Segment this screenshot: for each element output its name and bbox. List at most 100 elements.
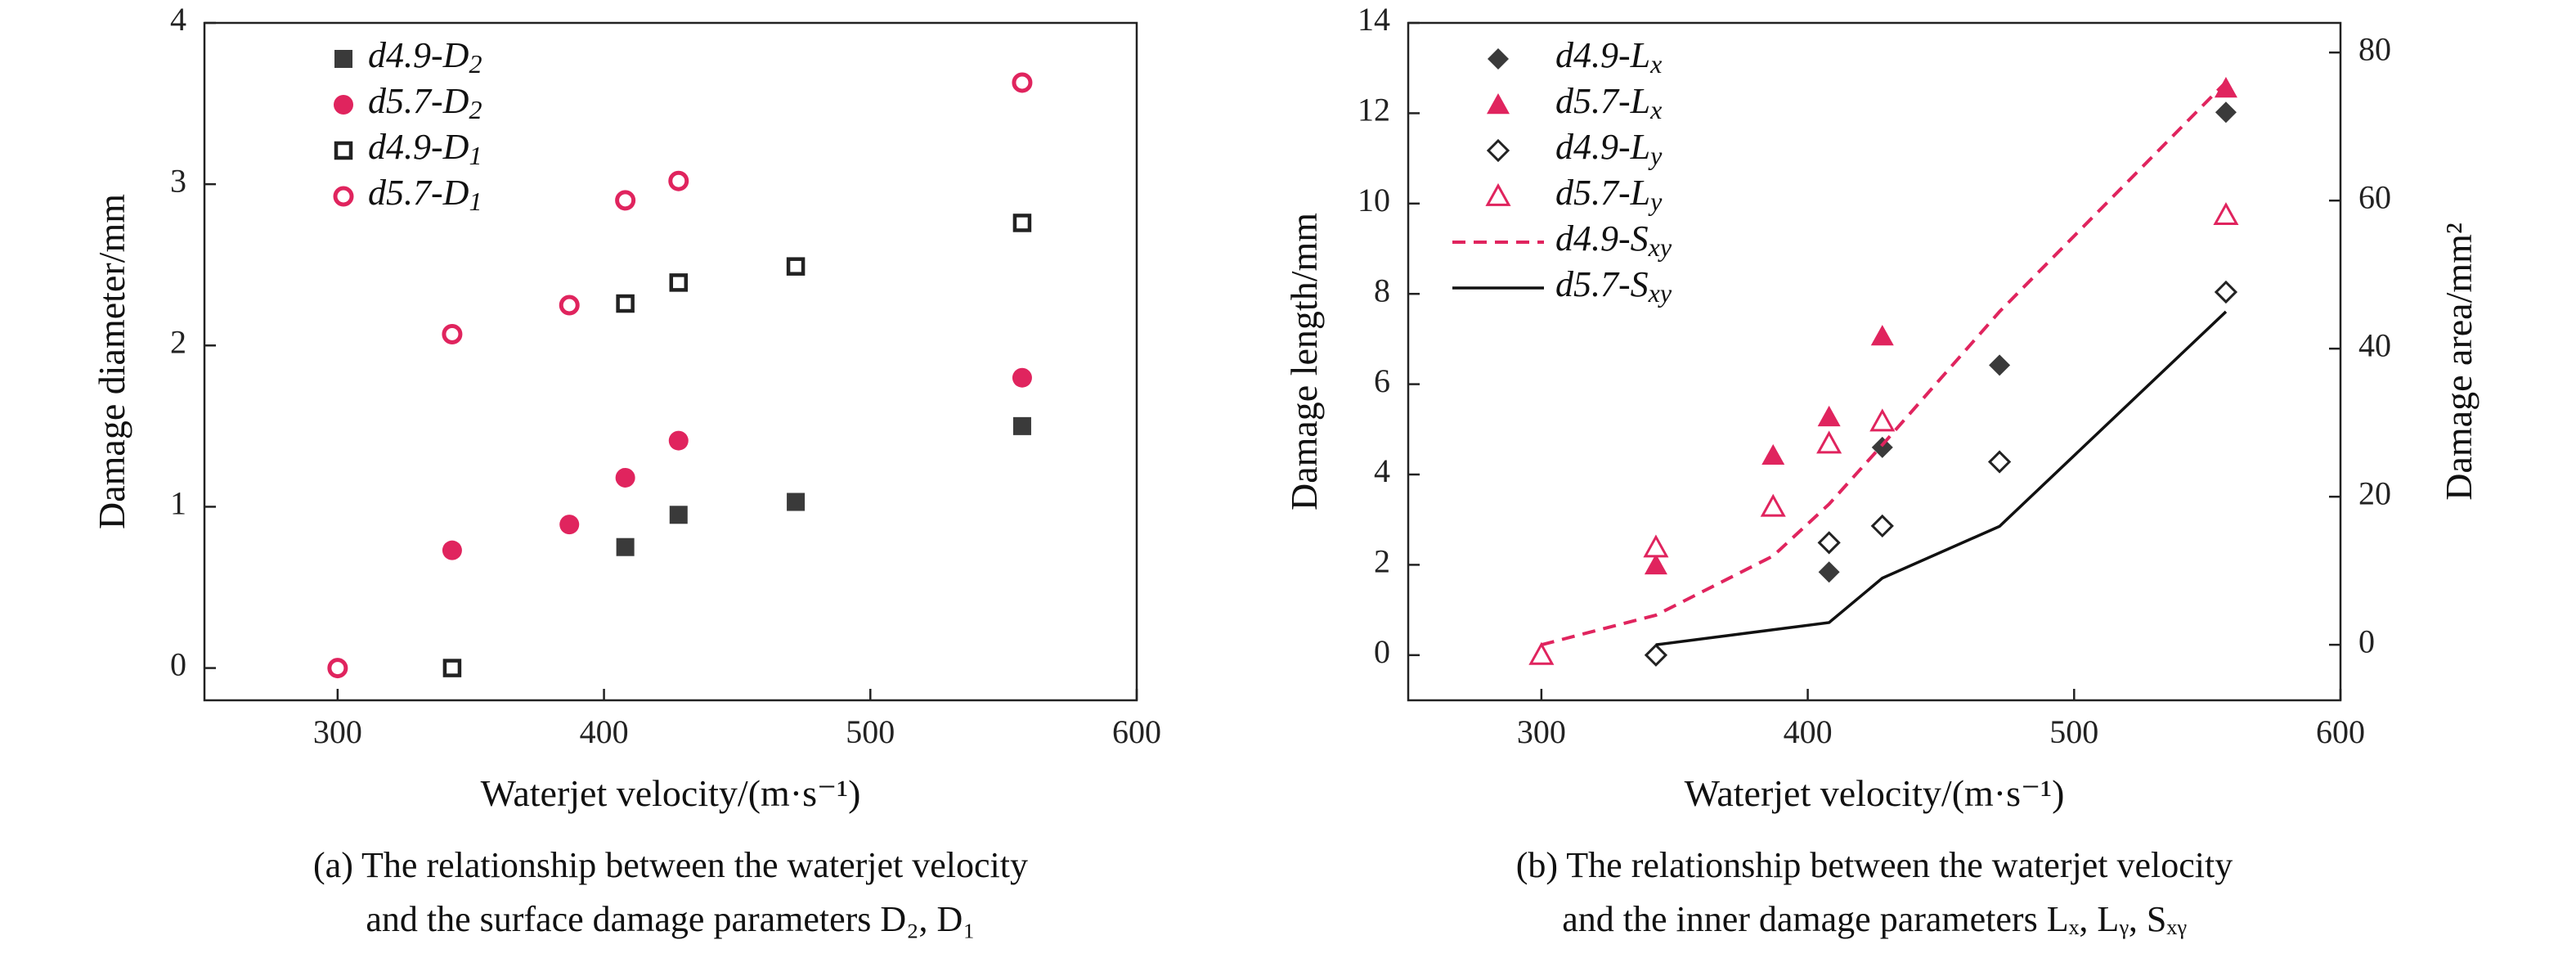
data-point-s3-2 — [1760, 493, 1786, 517]
data-point-s2-2 — [1870, 514, 1894, 538]
data-point-s2-3 — [1987, 450, 2012, 474]
panel-b-x-axis-label: Waterjet velocity/(m·s⁻¹) — [1685, 772, 2065, 814]
y-tick-label: 14 — [1358, 1, 1390, 38]
data-point-s1-2 — [615, 467, 635, 488]
y-tick-label: 2 — [1374, 543, 1390, 580]
y2-tick-label: 40 — [2358, 326, 2391, 363]
legend-label-2: d4.9-Ly — [1555, 127, 1663, 170]
data-point-s3-3 — [1816, 430, 1842, 454]
y-tick-label: 4 — [1374, 452, 1390, 489]
data-point-s1-4 — [2214, 77, 2237, 98]
series-line-4 — [1541, 80, 2228, 647]
legend-label-4: d4.9-Sxy — [1555, 218, 1672, 262]
data-point-s3-4 — [668, 170, 689, 191]
data-point-s2-0 — [442, 659, 462, 677]
data-point-s1-4 — [1012, 367, 1032, 388]
panel-b: 300 400 500 600 0 2 4 6 8 10 12 14 0 20 40 60 80 d4.9-Lx… — [1283, 1, 2480, 939]
data-point-s0-1 — [669, 506, 688, 524]
panel-a-marks — [327, 72, 1033, 679]
legend-label-3: d5.7-Ly — [1555, 173, 1663, 216]
x-tick-label: 600 — [1112, 713, 1161, 750]
x-tick-label: 300 — [1517, 713, 1566, 750]
data-point-s1-3 — [668, 430, 689, 451]
y-tick-label: 0 — [1374, 633, 1390, 670]
x-tick-label: 500 — [846, 713, 895, 750]
data-point-s2-1 — [1817, 531, 1841, 555]
panel-a-caption-line-2: and the surface damage parameters D₂, D₁ — [366, 899, 975, 939]
panel-a-y-axis-label: Damage diameter/mm — [91, 194, 132, 529]
data-point-s1-1 — [559, 515, 580, 535]
legend-swatch-1 — [334, 95, 353, 115]
y2-tick-label: 0 — [2358, 623, 2375, 659]
legend-label-2: d4.9-D1 — [368, 127, 482, 170]
panel-a-x-axis-label: Waterjet velocity/(m·s⁻¹) — [481, 772, 861, 814]
data-point-s3-4 — [1869, 408, 1896, 432]
data-point-s2-0 — [1644, 643, 1668, 667]
data-point-s1-3 — [1870, 325, 1894, 346]
x-tick-label: 300 — [313, 713, 362, 750]
y-tick-label: 4 — [170, 1, 186, 38]
y2-tick-label: 60 — [2358, 178, 2391, 215]
y2-tick-label: 20 — [2358, 475, 2391, 511]
panel-a-plot-frame — [203, 21, 1138, 702]
y-tick-label: 10 — [1358, 182, 1390, 218]
panel-b-caption-line-2: and the inner damage parameters Lₓ, Lᵧ, … — [1562, 899, 2187, 939]
data-point-s1-1 — [1761, 443, 1785, 466]
panel-b-y-axis-label: Damage length/mm — [1283, 213, 1325, 510]
data-point-s2-4 — [1012, 214, 1032, 232]
y-tick-label: 8 — [1374, 272, 1390, 308]
panel-b-marks — [1528, 77, 2239, 667]
panel-a: 300 400 500 600 0 1 2 3 4 d4.9-D2d5.7-D2d4.9-D1d… — [91, 1, 1161, 939]
legend-swatch-0 — [334, 50, 352, 68]
data-point-s0-1 — [1871, 436, 1893, 458]
y-tick-label: 6 — [1374, 362, 1390, 399]
legend-label-0: d4.9-Lx — [1555, 35, 1662, 79]
y-tick-label: 12 — [1358, 92, 1390, 128]
legend-label-3: d5.7-D1 — [368, 173, 482, 216]
y-tick-label: 3 — [170, 162, 186, 199]
x-tick-label: 400 — [1784, 713, 1833, 750]
data-point-s3-1 — [1643, 534, 1669, 558]
panel-b-y2-axis-label: Damage area/mm² — [2438, 223, 2480, 500]
data-point-s3-5 — [1012, 72, 1033, 93]
data-point-s0-3 — [2215, 101, 2237, 124]
legend-swatch-2 — [1486, 138, 1510, 163]
legend-label-0: d4.9-D2 — [368, 35, 482, 79]
x-tick-label: 600 — [2316, 713, 2365, 750]
panel-b-plot-frame — [1407, 21, 2342, 702]
data-point-s3-0 — [1528, 641, 1555, 665]
y-tick-label: 0 — [170, 646, 186, 683]
data-point-s3-1 — [442, 323, 463, 344]
data-point-s2-4 — [2214, 280, 2238, 304]
y-tick-label: 2 — [170, 323, 186, 360]
legend-swatch-3 — [1485, 182, 1511, 206]
x-tick-label: 400 — [580, 713, 629, 750]
legend-label-5: d5.7-Sxy — [1555, 264, 1672, 308]
series-line-5 — [1655, 310, 2228, 646]
data-point-s1-0 — [442, 540, 462, 560]
x-tick-label: 500 — [2049, 713, 2098, 750]
legend-swatch-2 — [334, 141, 353, 160]
data-point-s3-0 — [327, 658, 348, 679]
panel-b-legend: d4.9-Lxd5.7-Lxd4.9-Lyd5.7-Lyd4.9-Sxyd5.7… — [1452, 35, 1672, 308]
panel-b-ticks: 300 400 500 600 0 2 4 6 8 10 12 14 0 20 40 60 80 — [1358, 1, 2391, 750]
data-point-s3-5 — [2213, 202, 2239, 226]
data-point-s0-0 — [1818, 561, 1840, 583]
data-point-s0-2 — [1989, 354, 2011, 376]
panel-a-ticks: 300 400 500 600 0 1 2 3 4 — [170, 1, 1161, 750]
data-point-s3-3 — [615, 190, 636, 211]
panel-a-caption-line-1: (a) The relationship between the waterje… — [313, 845, 1028, 885]
data-point-s1-2 — [1817, 405, 1841, 427]
data-point-s2-1 — [616, 294, 635, 313]
data-point-s3-2 — [559, 295, 580, 316]
data-point-s2-3 — [786, 257, 806, 276]
legend-label-1: d5.7-D2 — [368, 81, 482, 124]
data-point-s0-3 — [1012, 416, 1031, 435]
y2-tick-label: 80 — [2358, 30, 2391, 67]
panel-b-caption-line-1: (b) The relationship between the waterje… — [1516, 845, 2233, 885]
data-point-s0-2 — [787, 492, 806, 511]
legend-swatch-3 — [333, 186, 354, 207]
y-tick-label: 1 — [170, 485, 186, 522]
